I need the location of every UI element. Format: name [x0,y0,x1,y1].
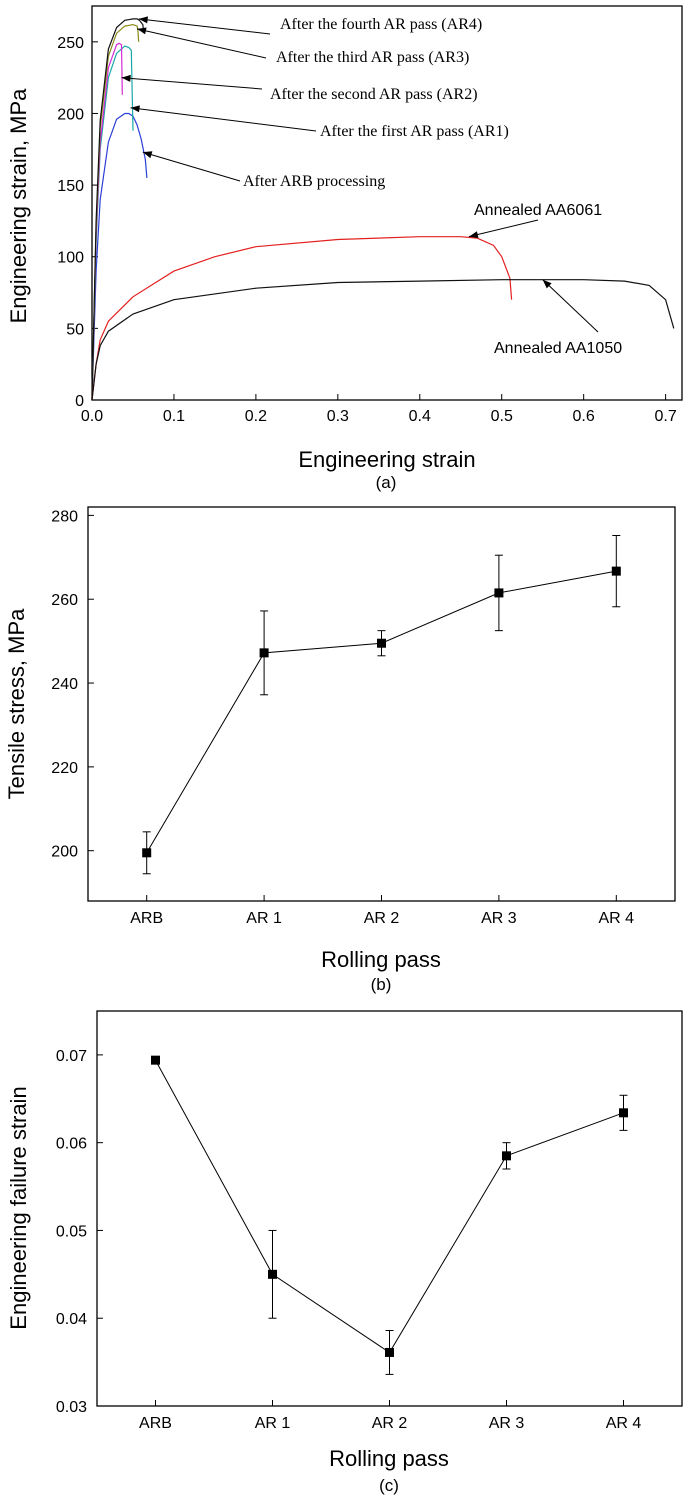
tick-group-c: ARB AR 1 AR 2 AR 3 AR 4 0.03 0.04 0.05 0.06 0.07 [56,1048,642,1432]
annotation-arrowhead-after-the-first-ar-pass-ar1 [130,105,140,113]
x-tick-label-a: 0.0 [81,408,103,425]
annotation-arrowhead-after-the-third-ar-pass-ar3 [137,27,147,35]
x-tick-label-a: 0.6 [573,408,595,425]
x-tick-label-ar-3-b: AR 3 [481,910,517,927]
x-tick-label-ar-1-c: AR 1 [255,1415,291,1432]
panel-a: 0.0 0.1 0.2 0.3 0.4 0.5 0.6 0.7050100150200250 … [6,5,683,492]
annotation-arrowhead-after-arb-processing [142,151,153,159]
panel-b: ARB AR 1 AR 2 AR 3 AR 4 200 220 240 260 280 Rolli… [4,506,676,994]
data-point-ar-1-c [268,1269,277,1279]
annotation-arrowhead-annealed-aa6061 [468,231,479,238]
data-point-ar-1-b [259,648,269,658]
data-point-ar-3-c [502,1151,511,1161]
series-group-c [151,1055,628,1375]
annotation-arrow-after-the-first-ar-pass-ar1 [130,107,317,132]
annotation-label-annealed-aa1050: Annealed AA1050 [494,340,622,357]
tick-group-a: 0.0 0.1 0.2 0.3 0.4 0.5 0.6 0.7 0 50 100 150 200 250 [57,35,677,425]
x-tick-label-ar-3-c: AR 3 [489,1415,525,1432]
annotation-arrow-annealed-aa1050 [542,279,599,333]
y-tick-label-c: 0.05 [56,1223,87,1240]
y-tick-label-a: 100 [57,250,84,267]
x-tick-label-arb-b: ARB [130,910,163,927]
x-tick-label-a: 0.3 [327,408,349,425]
y-tick-label-a: 0 [75,393,84,410]
x-tick-label-ar-1-b: AR 1 [246,910,282,927]
tick-group-b: ARB AR 1 AR 2 AR 3 AR 4 200 220 240 260 280 [51,508,634,927]
series-line-after-the-first-ar-pass-ar1 [91,45,134,401]
y-axis-label-a: Engineering strain, MPa [6,88,31,324]
y-axis-label-b: Tensile stress, MPa [4,608,29,799]
y-tick-label-c: 0.04 [56,1311,87,1328]
x-tick-label-ar-2-c: AR 2 [372,1415,408,1432]
y-tick-label-b: 240 [51,676,78,693]
annotation-arrow-after-arb-processing [142,151,241,182]
series-group-b [142,535,621,875]
annotation-label-after-the-fourth-ar-pass-ar4: After the fourth AR pass (AR4) [280,16,482,33]
y-axis-label-c: Engineering failure strain [6,1086,31,1329]
annotation-arrowhead-after-the-second-ar-pass-ar2 [121,74,131,82]
data-point-ar-2-b [377,638,386,648]
annotation-arrow-annealed-aa6061 [468,219,539,238]
annotation-arrow-after-the-third-ar-pass-ar3 [136,28,267,59]
series-line-c [155,1059,624,1354]
annotation-arrowhead-after-the-fourth-ar-pass-ar4 [138,16,148,24]
y-tick-label-c: 0.07 [56,1048,87,1065]
annotation-label-after-arb-processing: After ARB processing [243,173,385,190]
y-tick-label-a: 250 [57,35,84,52]
annotation-arrow-after-the-fourth-ar-pass-ar4 [138,18,271,35]
series-line-annealed-aa1050 [91,279,675,401]
annotation-label-after-the-second-ar-pass-ar2: After the second AR pass (AR2) [270,86,478,103]
caption-c: (c) [379,1476,399,1495]
caption-b: (b) [371,975,392,994]
y-tick-label-a: 200 [57,106,84,123]
annotation-label-annealed-aa6061: Annealed AA6061 [474,202,602,219]
x-axis-label-c: Rolling pass [329,1446,449,1471]
y-tick-label-c: 0.03 [56,1399,87,1416]
data-point-arb-c [151,1055,160,1065]
x-tick-label-a: 0.7 [654,408,676,425]
annotation-arrow-after-the-second-ar-pass-ar2 [121,77,263,90]
x-tick-label-ar-2-b: AR 2 [364,910,400,927]
annotation-label-after-the-first-ar-pass-ar1: After the first AR pass (AR1) [320,123,509,140]
y-tick-label-a: 50 [66,321,84,338]
series-line-after-the-fourth-ar-pass-ar4 [91,18,145,401]
x-tick-label-a: 0.1 [163,408,185,425]
x-axis-label-a: Engineering strain [298,447,475,472]
y-tick-label-b: 260 [51,592,78,609]
caption-a: (a) [376,473,397,492]
x-axis-label-b: Rolling pass [321,947,441,972]
data-point-ar-3-b [494,588,504,598]
y-tick-label-b: 200 [51,844,78,861]
y-tick-label-c: 0.06 [56,1136,87,1153]
data-point-ar-2-c [385,1347,394,1357]
series-line-b [146,570,617,854]
series-line-annealed-aa6061 [91,236,513,401]
x-tick-label-a: 0.4 [409,408,431,425]
x-tick-label-ar-4-b: AR 4 [599,910,635,927]
series-group-a [91,18,675,401]
data-point-arb-b [142,848,152,858]
x-tick-label-a: 0.2 [245,408,267,425]
data-point-ar-4-b [611,566,621,576]
annotation-arrowhead-annealed-aa1050 [542,279,552,289]
y-tick-label-b: 220 [51,760,78,777]
annotation-group-a: After the fourth AR pass (AR4) After the … [121,16,622,357]
plot-frame-a [91,5,683,401]
plot-frame-b [87,506,676,902]
y-tick-label-a: 150 [57,178,84,195]
series-line-after-arb-processing [91,112,148,401]
x-tick-label-a: 0.5 [491,408,513,425]
data-point-ar-4-c [619,1108,628,1118]
x-tick-label-ar-4-c: AR 4 [606,1415,642,1432]
x-tick-label-arb-c: ARB [139,1415,172,1432]
annotation-label-after-the-third-ar-pass-ar3: After the third AR pass (AR3) [276,49,469,66]
panel-c: ARB AR 1 AR 2 AR 3 AR 40.030.040.050.060.07 … [6,1010,683,1495]
y-tick-label-b: 280 [51,508,78,525]
